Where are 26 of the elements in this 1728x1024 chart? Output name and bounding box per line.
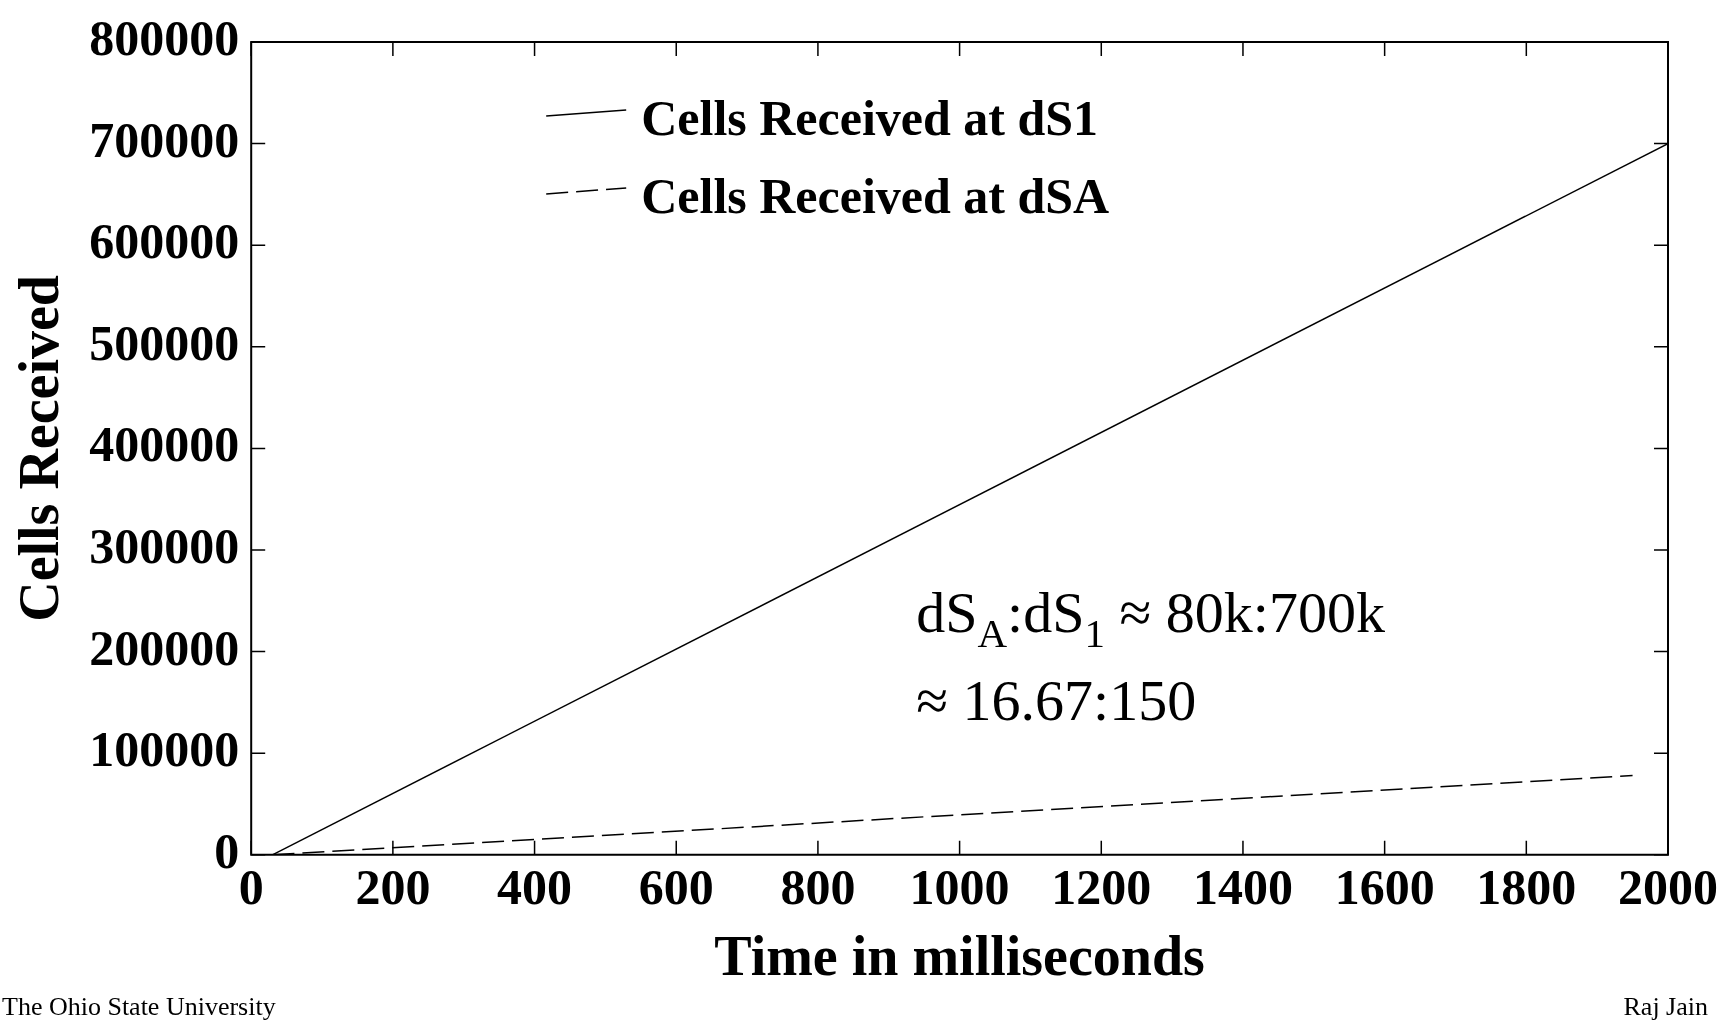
y-tick-label: 100000: [89, 721, 240, 778]
y-tick-label: 0: [214, 822, 240, 879]
y-tick-label: 500000: [89, 314, 240, 371]
x-axis-title: Time in milliseconds: [714, 924, 1205, 987]
text: Raj Jain: [1623, 992, 1708, 1022]
y-tick-label: 600000: [89, 213, 240, 270]
x-tick-label: 1800: [1476, 858, 1577, 915]
y-tick-label: 200000: [89, 619, 240, 676]
y-tick-label: 300000: [89, 517, 240, 574]
x-tick-label: 200: [355, 858, 431, 915]
x-tick-label: 1200: [1051, 858, 1152, 915]
legend-label: Cells Received at dS1: [641, 89, 1099, 146]
legend-label: Cells Received at dSA: [641, 167, 1110, 224]
x-tick-label: 800: [780, 858, 856, 915]
x-tick-label: 1600: [1334, 858, 1435, 915]
x-tick-label: 600: [638, 858, 714, 915]
y-tick-label: 700000: [89, 111, 240, 168]
y-axis-title: Cells Received: [8, 275, 71, 622]
x-tick-label: 1400: [1192, 858, 1293, 915]
y-tick-label: 800000: [89, 9, 240, 66]
annotation: ≈ 16.67:150: [916, 668, 1197, 733]
y-tick-label: 400000: [89, 416, 240, 473]
x-tick-label: 2000: [1618, 858, 1718, 915]
x-tick-label: 1000: [909, 858, 1010, 915]
text: The Ohio State University: [2, 992, 276, 1022]
x-tick-label: 400: [497, 858, 573, 915]
